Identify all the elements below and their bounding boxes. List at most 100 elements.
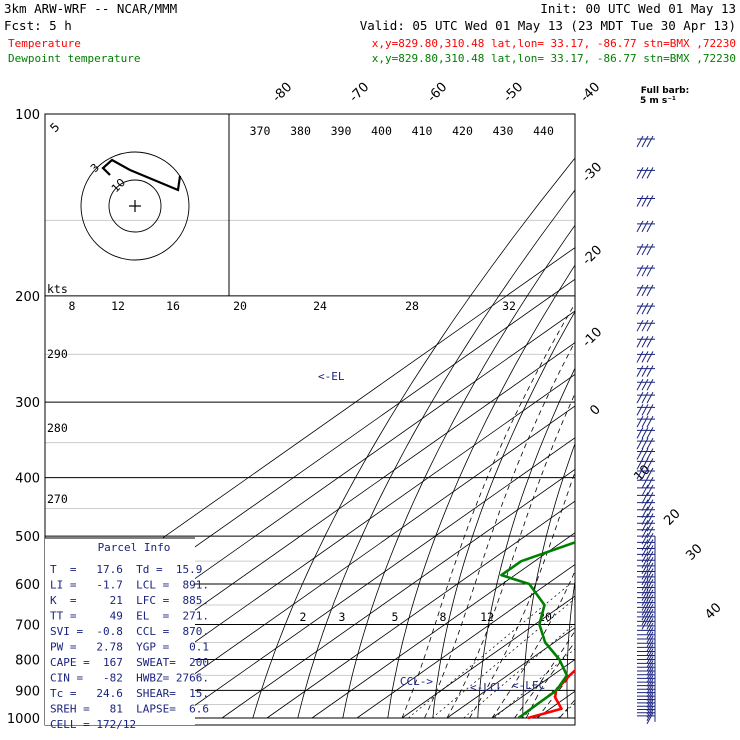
pressure-tick-label: 900 bbox=[15, 684, 40, 699]
wind-barb-flag bbox=[636, 391, 644, 404]
wind-barb-flag bbox=[646, 709, 654, 721]
wind-barb-flag bbox=[636, 195, 644, 207]
wind-barb-flag bbox=[646, 656, 654, 668]
wind-barb-flag bbox=[646, 284, 654, 297]
wind-barb-flag bbox=[646, 573, 654, 586]
mixing-ratio-label: 5 bbox=[392, 610, 399, 624]
wind-barb-flag bbox=[641, 391, 649, 404]
parcel-info-row: PW = 2.78 YGP = 0.1 bbox=[50, 641, 209, 654]
dry-adiabat-line bbox=[297, 189, 575, 719]
dry-adiabat-line bbox=[651, 114, 740, 718]
dry-adiabat-line bbox=[477, 367, 575, 719]
wind-barb-flag bbox=[641, 604, 649, 616]
pressure-tick-label: 500 bbox=[15, 530, 40, 545]
wind-barb-flag bbox=[636, 135, 644, 148]
dry-adiabat-line bbox=[387, 264, 575, 719]
level-marker-label: <-LCL bbox=[470, 681, 503, 694]
wind-barb-flag bbox=[646, 302, 654, 315]
hodograph-axis-label: 12 bbox=[111, 299, 125, 313]
model-title: 3km ARW-WRF -- NCAR/MMM bbox=[4, 1, 177, 16]
forecast-hour: Fcst: 5 h bbox=[4, 18, 72, 33]
wind-barb-flag bbox=[641, 284, 649, 297]
plot-frame bbox=[44, 113, 576, 726]
wind-barb-flag bbox=[646, 635, 654, 648]
wind-barb-flag bbox=[646, 678, 654, 691]
wind-barb-flag bbox=[641, 556, 649, 569]
wind-barb-flag bbox=[641, 477, 649, 489]
wind-barb-flag bbox=[641, 220, 649, 233]
theta-e-label: 370 bbox=[250, 124, 271, 138]
hodograph-axis-label: 32 bbox=[502, 299, 516, 313]
isotherm-label: -50 bbox=[501, 80, 527, 106]
theta-label: 290 bbox=[47, 347, 68, 361]
wind-barb-flag bbox=[646, 492, 654, 504]
wind-barb-flag bbox=[646, 604, 654, 616]
wind-barb-flag bbox=[641, 562, 649, 575]
wind-barb-flag bbox=[646, 622, 654, 635]
wind-barb-flag bbox=[646, 562, 654, 575]
dry-adiabat-line bbox=[566, 578, 575, 719]
wind-barb-flag bbox=[646, 167, 654, 179]
barb-key-label: Full barb: bbox=[641, 86, 689, 96]
wind-barb-flag bbox=[641, 513, 649, 525]
moist-adiabat-line bbox=[582, 296, 740, 718]
wind-barb-flag bbox=[641, 618, 649, 630]
wind-barb-flag bbox=[641, 404, 649, 416]
hodograph-ring bbox=[80, 151, 190, 261]
wind-barb-flag bbox=[641, 584, 649, 596]
isotherm-label: -10 bbox=[580, 325, 606, 351]
wind-barb-flag bbox=[641, 492, 649, 504]
wind-barb-flag bbox=[641, 613, 649, 626]
wind-barb-flag bbox=[641, 302, 649, 315]
isotherm-label: -70 bbox=[347, 80, 373, 106]
dry-adiabat-line bbox=[342, 224, 575, 719]
wind-barb-flag bbox=[646, 689, 654, 701]
wind-barb-flag bbox=[641, 264, 649, 277]
theta-e-label: 400 bbox=[371, 124, 392, 138]
isotherm-label: -20 bbox=[580, 243, 606, 269]
wind-barb-flag bbox=[636, 220, 644, 233]
wind-barb-flag bbox=[646, 692, 654, 705]
dew-series-label: Dewpoint temperature bbox=[8, 52, 140, 65]
wind-barb-flag bbox=[636, 448, 644, 460]
wind-barb-flag bbox=[646, 437, 654, 450]
wind-barb-flag bbox=[646, 427, 654, 439]
parcel-info-row: LI = -1.7 LCL = 891. bbox=[50, 579, 209, 592]
wind-barb-flag bbox=[646, 477, 654, 489]
wind-barb-flag bbox=[636, 335, 644, 348]
wind-barb-flag bbox=[646, 484, 654, 497]
theta-e-label: 390 bbox=[331, 124, 352, 138]
pressure-tick-label: 200 bbox=[15, 290, 40, 305]
hodograph-axis-label: 16 bbox=[166, 299, 180, 313]
wind-barb-flag bbox=[646, 243, 654, 256]
parcel-info-row: CIN = -82 HWBZ= 2766. bbox=[50, 672, 209, 685]
wind-barb-flag bbox=[646, 448, 654, 460]
parcel-panel-title: Parcel Info bbox=[98, 541, 171, 554]
parcel-info-row: SVI = -0.8 CCL = 870. bbox=[50, 625, 209, 638]
wind-barbs bbox=[636, 135, 656, 725]
isotherm-label: -60 bbox=[425, 80, 451, 106]
wind-barb-flag bbox=[641, 135, 649, 148]
dry-adiabat-line bbox=[522, 442, 575, 718]
wind-barb-flag bbox=[641, 551, 649, 563]
wind-barb-flag bbox=[641, 608, 649, 621]
wind-barb-flag bbox=[636, 437, 644, 450]
wind-barb-flag bbox=[641, 437, 649, 450]
mixing-ratio-label: 8 bbox=[440, 610, 447, 624]
wind-barb-flag bbox=[641, 599, 649, 611]
moist-adiabat-line bbox=[469, 471, 575, 719]
wind-barb-flag bbox=[641, 167, 649, 179]
moist-adiabat-line bbox=[446, 392, 575, 719]
hodograph-unit-label: kts bbox=[47, 282, 68, 296]
wind-barb-flag bbox=[646, 652, 654, 664]
isotherm-line bbox=[86, 373, 575, 719]
wind-barb-flag bbox=[646, 378, 654, 391]
level-marker-label: <-LFC bbox=[512, 679, 545, 692]
wind-barb-flag bbox=[646, 499, 654, 511]
wind-barb-flag bbox=[646, 648, 654, 660]
pressure-tick-label: 1000 bbox=[7, 712, 40, 727]
dry-adiabat-line bbox=[691, 114, 740, 718]
wind-barb-flag bbox=[646, 404, 654, 416]
isotherm-line bbox=[221, 468, 575, 719]
